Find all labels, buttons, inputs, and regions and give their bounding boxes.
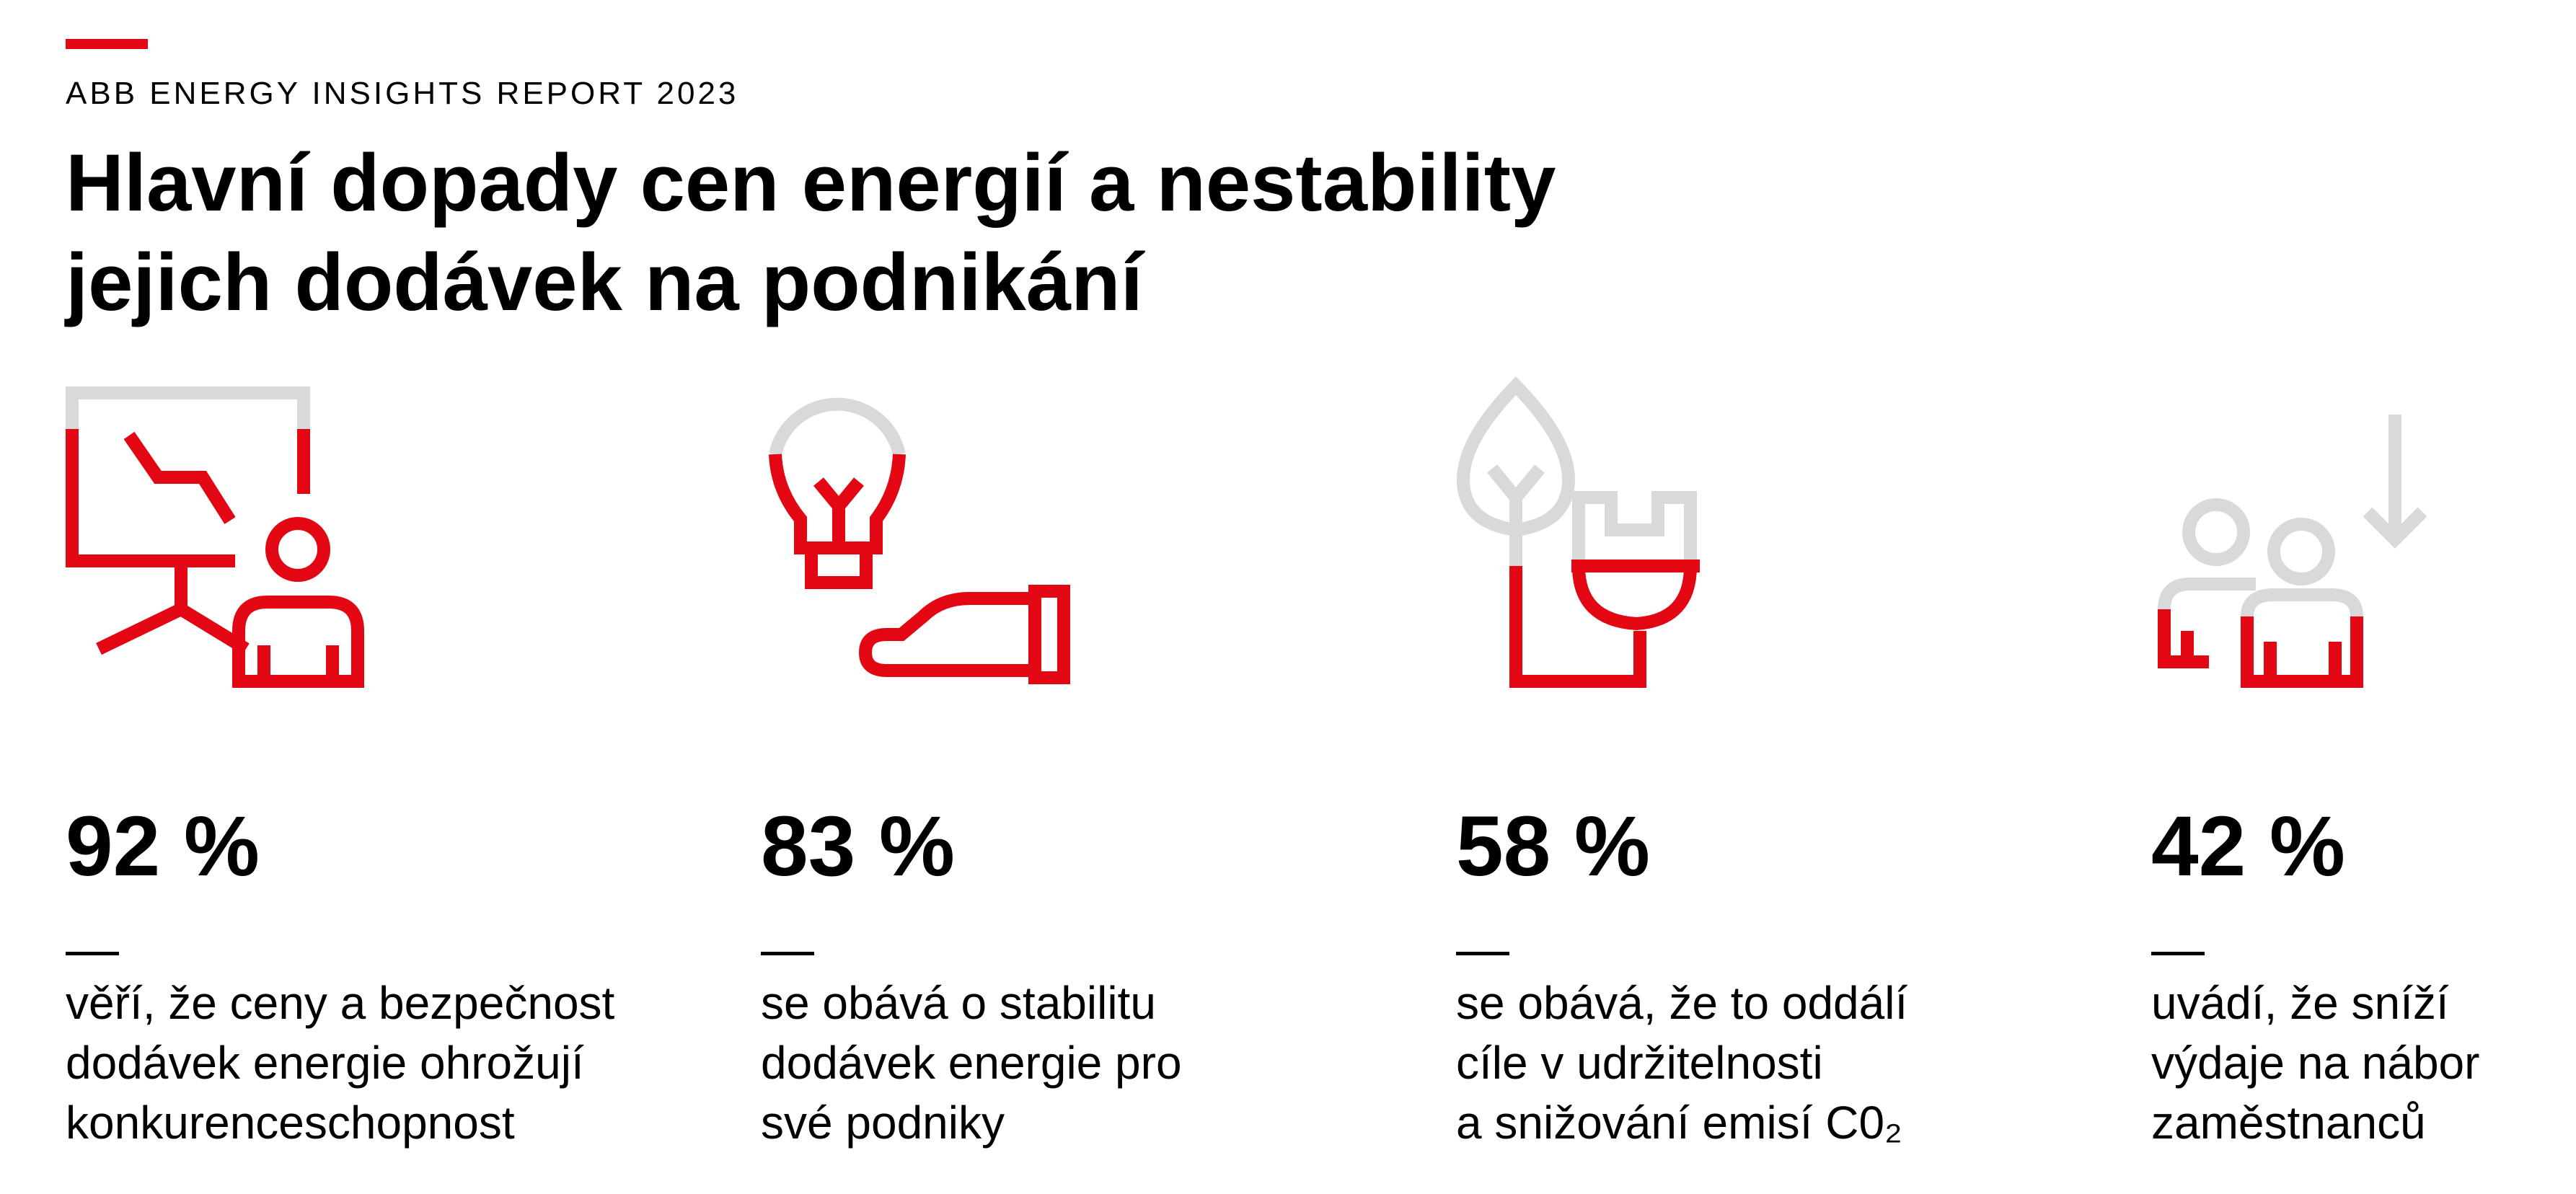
stat-description-line: dodávek energie ohrožují (66, 1037, 584, 1089)
divider-2 (761, 952, 814, 955)
stat-column-1 (66, 375, 657, 707)
stat-description-line: konkurenceschopnost (66, 1097, 515, 1149)
leaf-plug-icon (1456, 376, 1700, 688)
title-line-1: Hlavní dopady cen energií a nestability (66, 138, 1556, 228)
stat-description-2: se obává o stabilitu dodávek energie pro… (761, 973, 1352, 1153)
stat-description-4: uvádí, že sníží výdaje na nábor zaměstna… (2151, 973, 2576, 1153)
title-line-2: jejich dodávek na podnikání (66, 237, 1143, 327)
stat-value-3: 58 % (1456, 799, 1650, 894)
stat-description-line: věří, že ceny a bezpečnost (66, 977, 615, 1029)
divider-4 (2151, 952, 2205, 955)
stat-description-line: cíle v udržitelnosti (1456, 1037, 1823, 1089)
stat-description-line: své podniky (761, 1097, 1005, 1149)
stat-description-line: výdaje na nábor (2151, 1037, 2480, 1089)
stat-column-2 (761, 375, 1352, 707)
people-decrease-icon (2158, 415, 2427, 688)
stat-column-3 (1456, 375, 2047, 707)
stat-description-line: a snižování emisí C0₂ (1456, 1097, 1902, 1149)
stat-value-1: 92 % (66, 799, 260, 894)
lightbulb-hand-icon (769, 397, 1070, 684)
stat-column-4 (2151, 375, 2576, 707)
stat-description-line: se obává, že to oddálí (1456, 977, 1908, 1029)
stat-description-line: dodávek energie pro (761, 1037, 1182, 1089)
divider-1 (66, 952, 119, 955)
stat-value-4: 42 % (2151, 799, 2345, 894)
stat-value-2: 83 % (761, 799, 955, 894)
stat-description-line: zaměstnanců (2151, 1097, 2426, 1149)
stat-description-line: se obává o stabilitu (761, 977, 1156, 1029)
stat-description-1: věří, že ceny a bezpečnost dodávek energ… (66, 973, 657, 1153)
report-label: ABB ENERGY INSIGHTS REPORT 2023 (66, 76, 739, 111)
stat-description-3: se obává, že to oddálí cíle v udržitelno… (1456, 973, 2047, 1153)
page-title: Hlavní dopady cen energií a nestability … (66, 133, 1796, 332)
accent-bar (66, 39, 148, 49)
presentation-person-icon (66, 386, 364, 688)
divider-3 (1456, 952, 1509, 955)
stat-description-line: uvádí, že sníží (2151, 977, 2449, 1029)
